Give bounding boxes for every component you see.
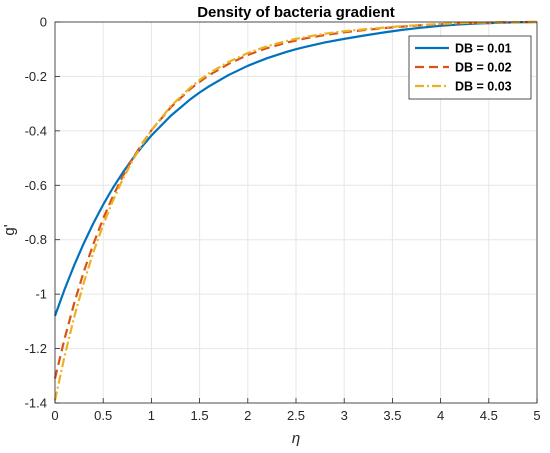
y-tick-label: -1 xyxy=(35,287,47,302)
x-tick-label: 1 xyxy=(148,408,155,423)
x-tick-label: 0 xyxy=(51,408,58,423)
legend-label-3: DB = 0.03 xyxy=(455,80,512,94)
y-tick-label: -0.2 xyxy=(25,69,47,84)
y-axis-label: g' xyxy=(1,224,18,235)
chart-title: Density of bacteria gradient xyxy=(197,4,395,21)
x-tick-label: 3.5 xyxy=(383,408,401,423)
x-tick-label: 3 xyxy=(341,408,348,423)
x-tick-label: 5 xyxy=(533,408,540,423)
legend-label-1: DB = 0.01 xyxy=(455,42,512,56)
series-line-1 xyxy=(53,20,538,317)
legend: DB = 0.01 DB = 0.02 DB = 0.03 xyxy=(408,35,532,100)
series-line-3 xyxy=(53,20,538,401)
legend-label-2: DB = 0.02 xyxy=(455,61,512,75)
x-tick-label: 2.5 xyxy=(287,408,305,423)
x-tick-label: 4.5 xyxy=(480,408,498,423)
ticks xyxy=(54,21,538,404)
tick-labels: 0 0.5 1 1.5 2 2.5 3 3.5 4 4.5 5 0 -0.2 -0.4 -0.6 -0.8 -1… xyxy=(25,15,541,424)
y-tick-label: -0.6 xyxy=(25,178,47,193)
y-tick-label: -1.4 xyxy=(25,396,47,411)
series-group xyxy=(53,20,538,401)
x-tick-label: 0.5 xyxy=(94,408,112,423)
y-tick-label: -0.8 xyxy=(25,232,47,247)
x-tick-label: 2 xyxy=(244,408,251,423)
x-axis-label: η xyxy=(292,430,300,447)
y-tick-label: -0.4 xyxy=(25,123,47,138)
x-tick-label: 1.5 xyxy=(191,408,209,423)
y-tick-label: -1.2 xyxy=(25,341,47,356)
x-tick-label: 4 xyxy=(437,408,444,423)
y-tick-label: 0 xyxy=(40,15,47,30)
